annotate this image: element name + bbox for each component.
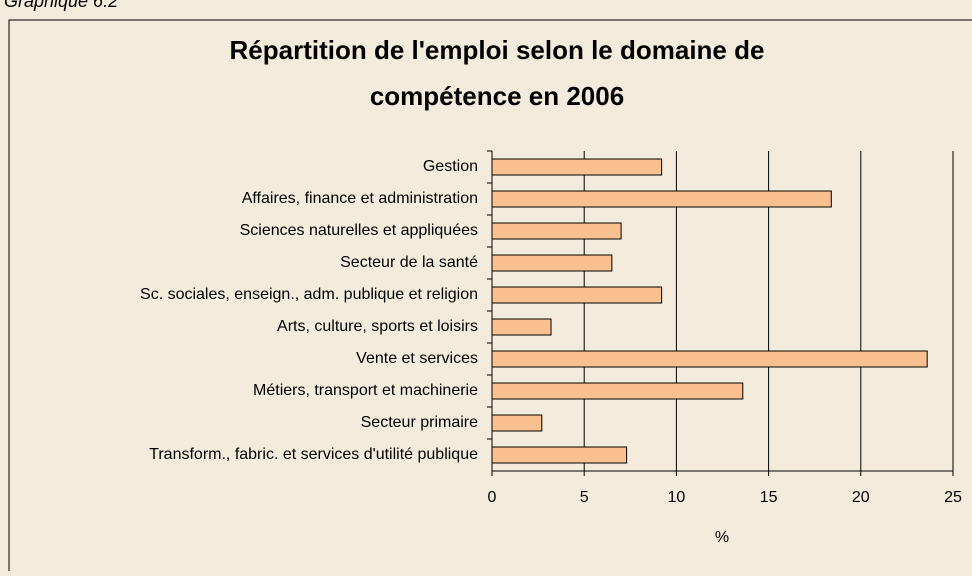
bar [491,446,628,464]
x-axis-label: % [715,529,729,546]
bar [491,350,928,368]
y-tick-label: Secteur primaire [361,414,478,431]
y-tick-label: Affaires, finance et administration [242,190,478,207]
y-tick-label: Métiers, transport et machinerie [253,382,478,399]
y-tick-label: Sc. sociales, enseign., adm. publique et… [140,286,478,303]
y-tick-label: Vente et services [356,350,478,367]
y-tick-label: Sciences naturelles et appliquées [240,222,478,239]
y-tick-label: Secteur de la santé [340,254,478,271]
bar [491,318,552,336]
bar [491,254,613,272]
bar [491,158,663,176]
y-tick-label: Transform., fabric. et services d'utilit… [149,446,478,463]
chart-frame [8,19,972,576]
chart-title: compétence en 2006 [370,81,624,111]
x-tick-label: 20 [852,489,870,506]
caption: Graphique 6.2 [4,0,118,11]
bar [491,286,663,304]
y-tick-label: Arts, culture, sports et loisirs [277,318,478,335]
chart-title: Répartition de l'emploi selon le domaine… [230,35,765,65]
x-tick-label: 0 [488,489,497,506]
x-tick-label: 5 [580,489,589,506]
y-tick-label: Gestion [423,158,478,175]
bar [491,414,543,432]
bar [491,222,622,240]
bar [491,382,744,400]
x-tick-label: 25 [944,489,962,506]
bar [491,190,832,208]
x-tick-label: 15 [760,489,778,506]
x-tick-label: 10 [668,489,686,506]
